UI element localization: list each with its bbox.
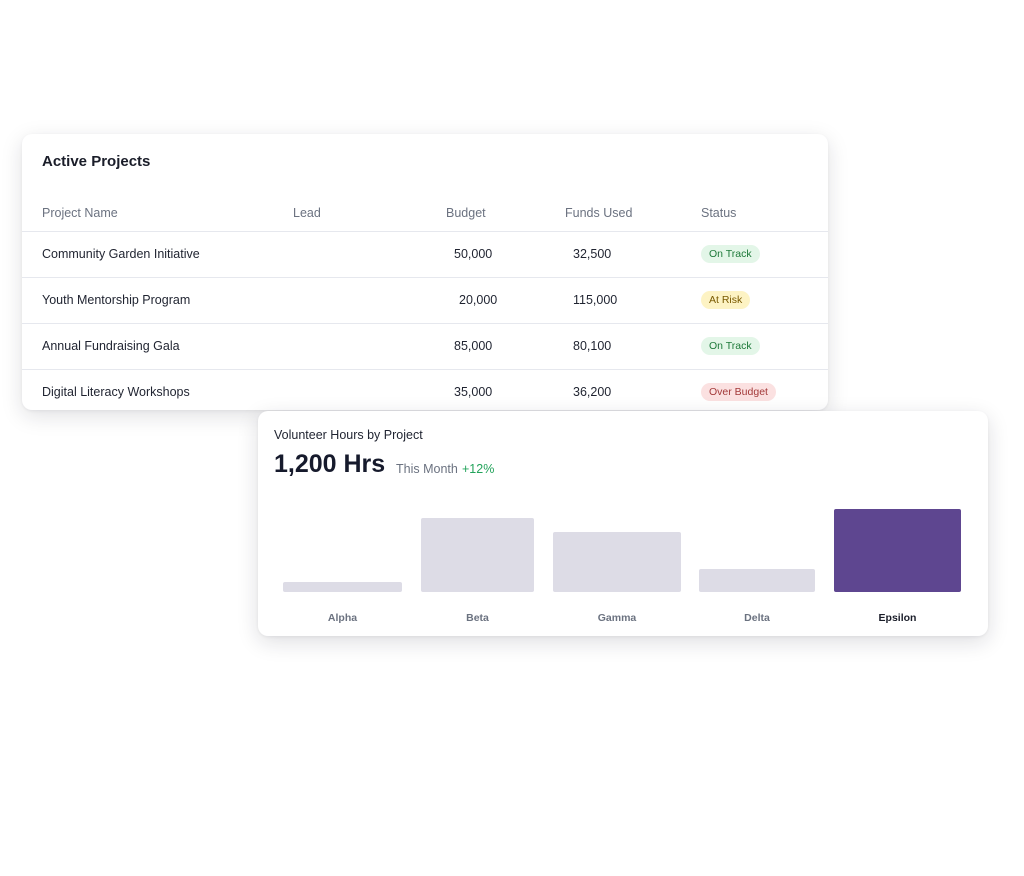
- bar-label-delta: Delta: [744, 612, 770, 624]
- volunteer-hours-bar-chart: Alpha Beta Gamma Delta Epsilon: [283, 509, 961, 624]
- bar-label-beta: Beta: [466, 612, 489, 624]
- status-badge: Over Budget: [701, 383, 776, 401]
- column-header-project-name[interactable]: Project Name: [42, 206, 118, 220]
- project-budget: 85,000: [454, 339, 493, 353]
- project-name: Digital Literacy Workshops: [42, 385, 190, 399]
- table-row[interactable]: Annual Fundraising Gala 85,000 80,100 On…: [22, 324, 828, 370]
- project-name: Community Garden Initiative: [42, 247, 200, 261]
- project-funds-used: 36,200: [573, 385, 612, 399]
- project-budget: 35,000: [454, 385, 493, 399]
- column-header-lead[interactable]: Lead: [293, 206, 321, 220]
- status-badge: On Track: [701, 245, 760, 263]
- column-header-budget[interactable]: Budget: [446, 206, 486, 220]
- table-header: Project Name Lead Budget Funds Used Stat…: [22, 200, 828, 232]
- table-row[interactable]: Community Garden Initiative 50,000 32,50…: [22, 232, 828, 278]
- bar-gamma[interactable]: [553, 532, 681, 592]
- project-funds-used: 32,500: [573, 247, 612, 261]
- status-badge: At Risk: [701, 291, 751, 309]
- bar-label-epsilon: Epsilon: [879, 612, 917, 624]
- project-budget: 50,000: [454, 247, 493, 261]
- bar-delta[interactable]: [699, 569, 815, 592]
- project-funds-used: 115,000: [573, 293, 618, 307]
- status-badge: On Track: [701, 337, 760, 355]
- volunteer-hours-title: Volunteer Hours by Project: [274, 428, 423, 442]
- active-projects-title: Active Projects: [42, 153, 151, 170]
- table-row[interactable]: Digital Literacy Workshops 35,000 36,200…: [22, 370, 828, 410]
- volunteer-hours-card: Volunteer Hours by Project 1,200 Hrs Thi…: [258, 411, 988, 636]
- column-header-status[interactable]: Status: [701, 206, 737, 220]
- column-header-funds-used[interactable]: Funds Used: [565, 206, 633, 220]
- project-name: Youth Mentorship Program: [42, 293, 191, 307]
- volunteer-hours-change: +12%: [462, 462, 495, 476]
- volunteer-hours-period: This Month: [396, 462, 458, 476]
- project-funds-used: 80,100: [573, 339, 612, 353]
- table-row[interactable]: Youth Mentorship Program 20,000 115,000 …: [22, 278, 828, 324]
- project-name: Annual Fundraising Gala: [42, 339, 180, 353]
- bar-label-alpha: Alpha: [328, 612, 357, 624]
- active-projects-card: Active Projects Project Name Lead Budget…: [22, 134, 828, 410]
- bar-label-gamma: Gamma: [598, 612, 637, 624]
- bar-alpha[interactable]: [283, 582, 402, 592]
- bar-beta[interactable]: [421, 518, 534, 592]
- project-budget: 20,000: [459, 293, 498, 307]
- volunteer-hours-total: 1,200 Hrs: [274, 450, 386, 478]
- bar-epsilon[interactable]: [834, 509, 961, 592]
